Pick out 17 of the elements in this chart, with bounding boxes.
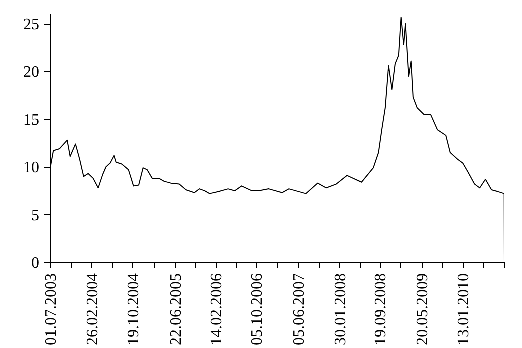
y-tick-label: 10: [24, 160, 40, 177]
y-tick-label: 15: [24, 112, 40, 129]
x-tick-label: 14.02.2006: [208, 274, 226, 346]
x-tick-label: 20.05.2009: [414, 274, 432, 346]
y-tick-label: 0: [32, 255, 40, 272]
x-tick-label: 05.06.2007: [291, 274, 308, 346]
y-tick-label: 5: [32, 207, 40, 224]
y-tick-label: 25: [24, 16, 40, 34]
x-tick-label: 30.01.2008: [332, 274, 350, 346]
y-tick-label: 20: [24, 64, 40, 82]
x-tick-label: 22.06.2005: [168, 274, 185, 346]
x-tick-label: 26.02.2004: [84, 274, 102, 346]
x-tick-label: 13.01.2010: [456, 274, 473, 346]
x-tick-label: 05.10.2006: [249, 274, 266, 346]
x-tick-label: 01.07.2003: [43, 274, 60, 346]
x-tick-label: 19.10.2004: [125, 274, 142, 346]
x-tick-label: 19.09.2008: [372, 274, 390, 346]
